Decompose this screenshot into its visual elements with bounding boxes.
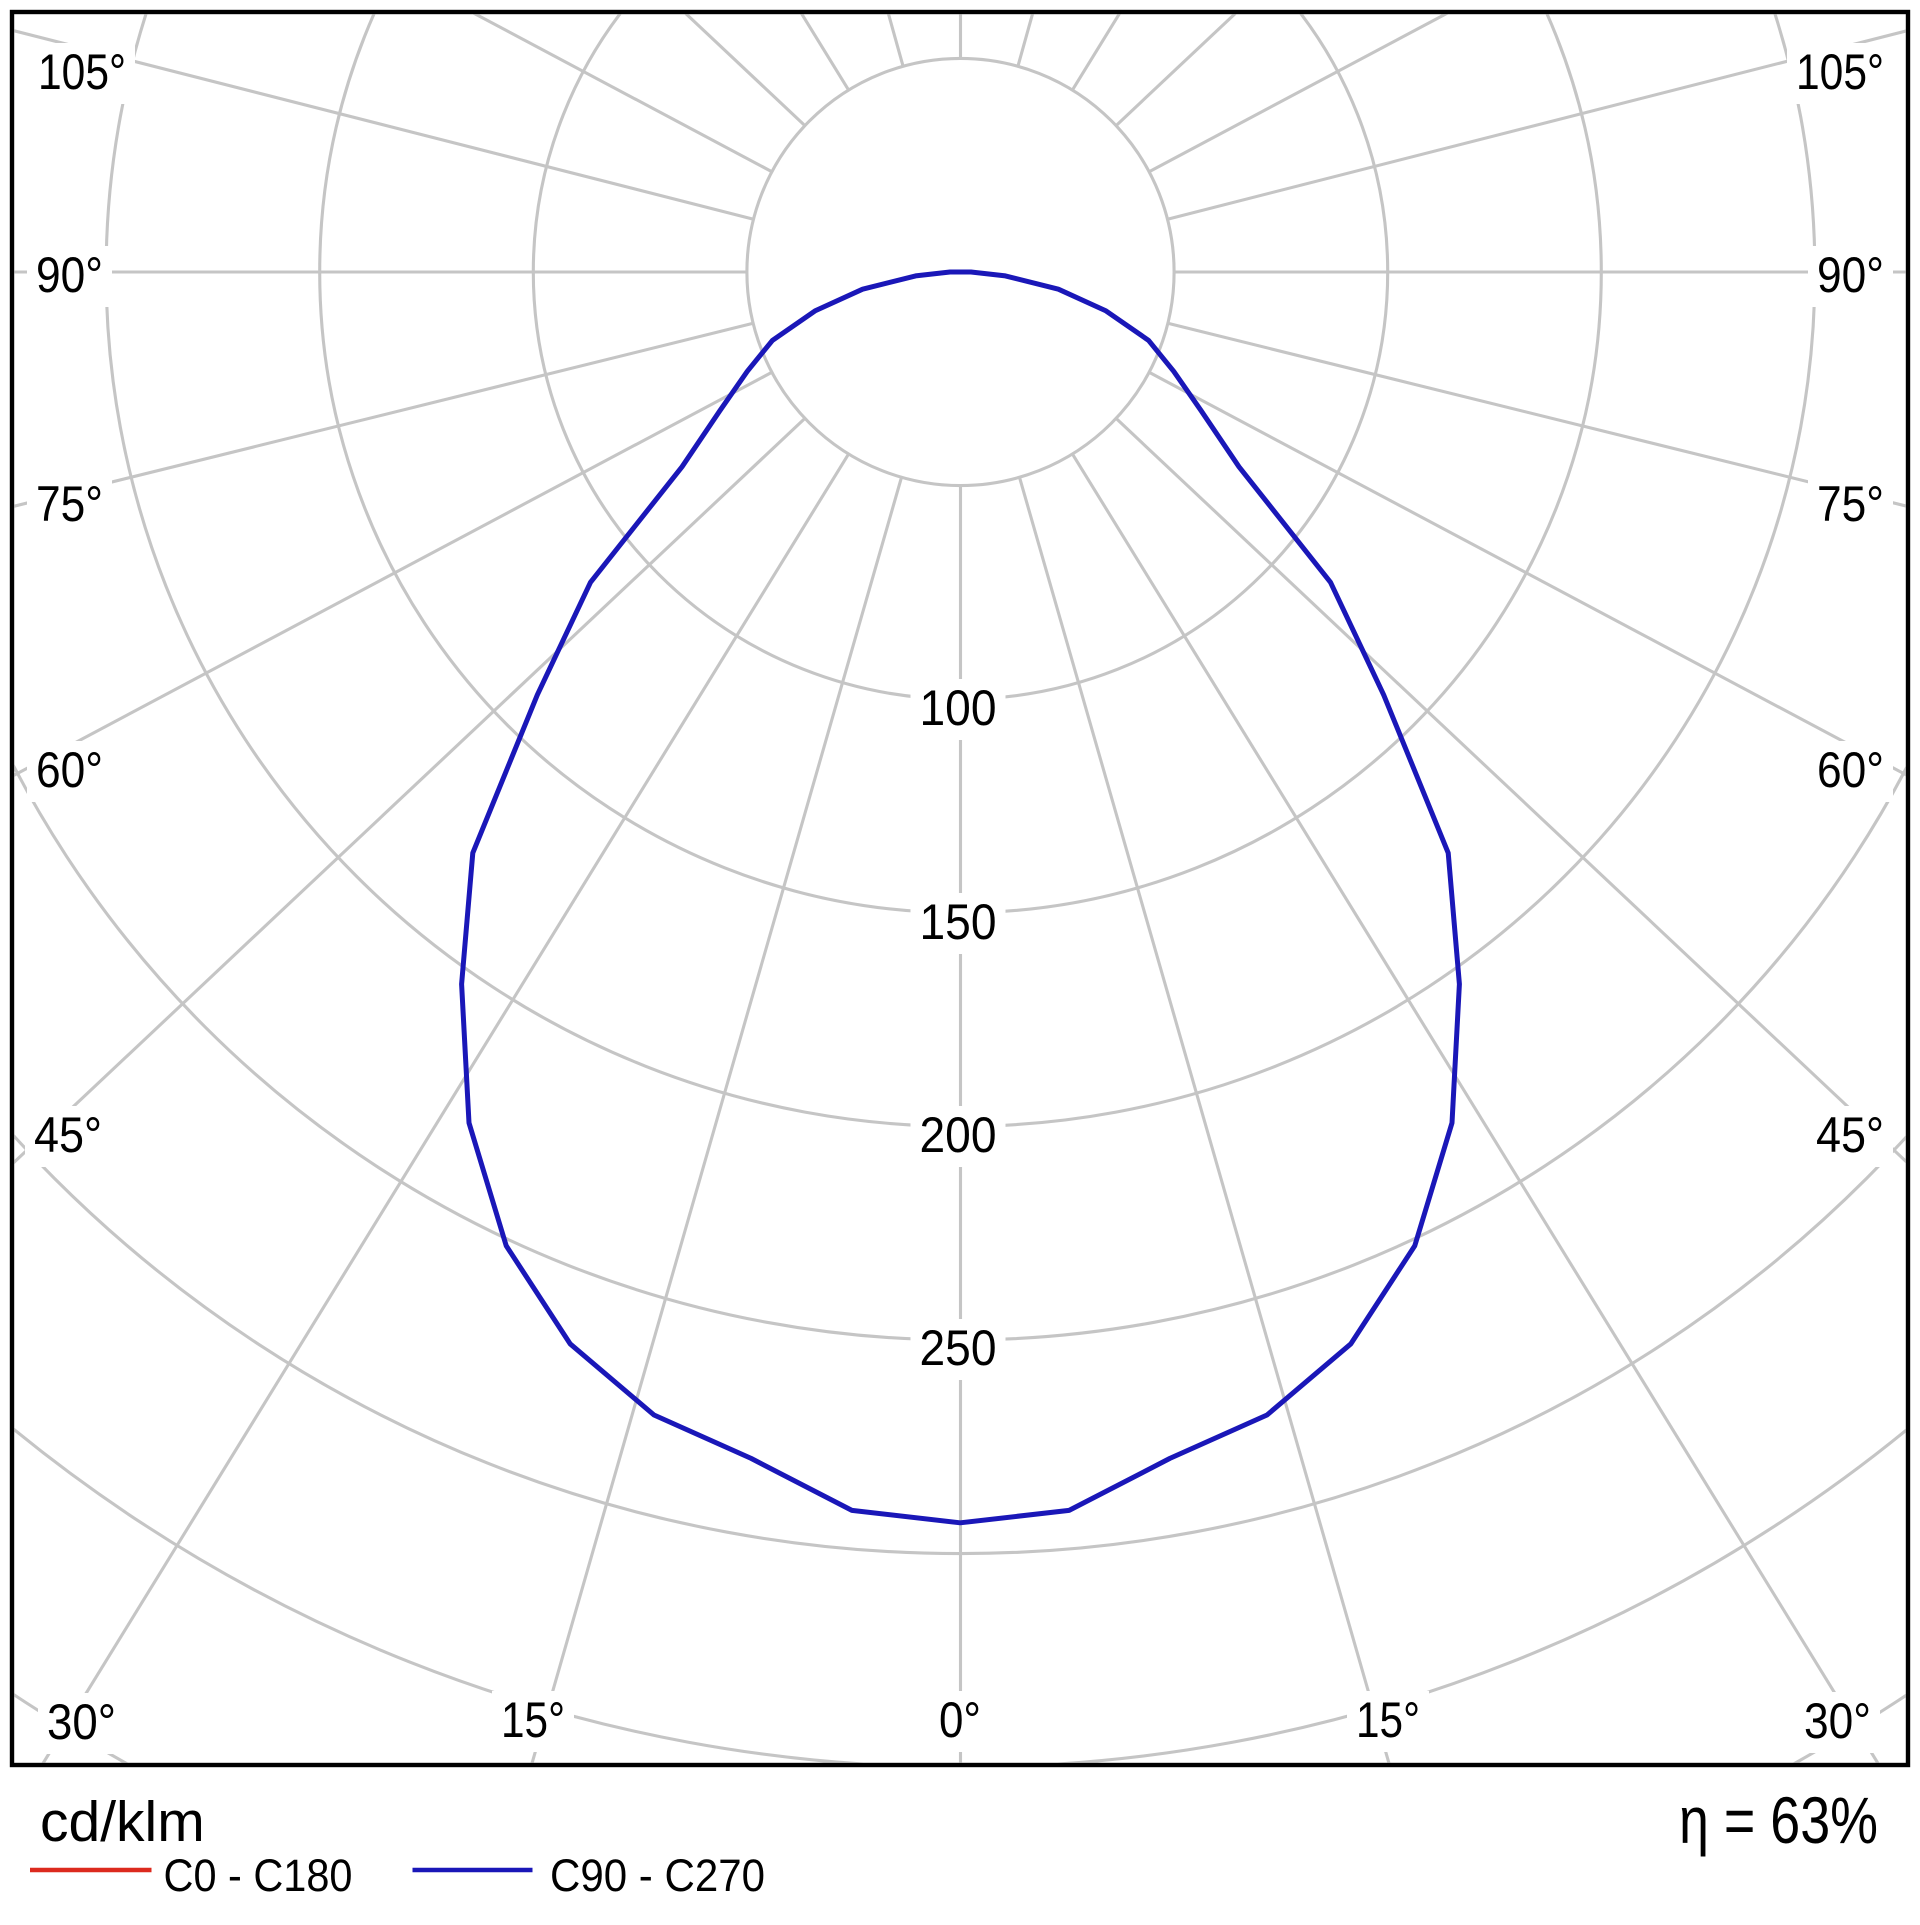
svg-text:75°: 75° [1817, 476, 1884, 532]
svg-text:15°: 15° [1356, 1692, 1420, 1748]
svg-text:C90 - C270: C90 - C270 [550, 1850, 765, 1901]
svg-text:75°: 75° [36, 476, 103, 532]
svg-text:60°: 60° [36, 742, 103, 798]
svg-text:η = 63%: η = 63% [1679, 1783, 1878, 1857]
svg-text:30°: 30° [47, 1694, 116, 1750]
svg-text:250: 250 [920, 1320, 997, 1376]
svg-text:105°: 105° [1796, 44, 1884, 100]
svg-text:0°: 0° [939, 1692, 981, 1748]
svg-text:100: 100 [920, 680, 997, 736]
svg-text:45°: 45° [34, 1107, 102, 1163]
svg-text:30°: 30° [1804, 1693, 1871, 1749]
svg-text:60°: 60° [1817, 742, 1884, 798]
svg-text:cd/klm: cd/klm [40, 1790, 205, 1854]
svg-text:45°: 45° [1816, 1107, 1884, 1163]
svg-text:90°: 90° [36, 247, 103, 303]
svg-text:105°: 105° [38, 44, 126, 100]
svg-text:90°: 90° [1817, 247, 1884, 303]
svg-text:150: 150 [920, 894, 997, 950]
svg-text:C0 - C180: C0 - C180 [164, 1850, 353, 1901]
svg-text:15°: 15° [501, 1692, 565, 1748]
svg-text:200: 200 [920, 1107, 997, 1163]
